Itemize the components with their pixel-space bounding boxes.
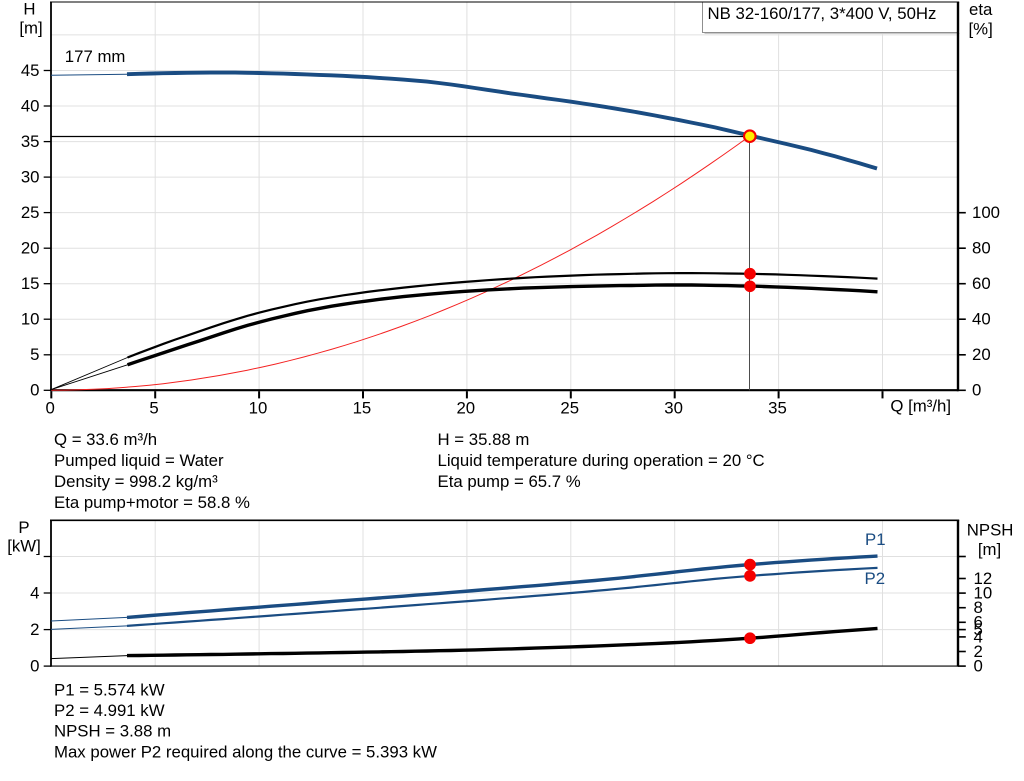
svg-text:Eta pump+motor = 58.8 %: Eta pump+motor = 58.8 %: [54, 493, 250, 512]
svg-text:H = 35.88 m: H = 35.88 m: [438, 430, 530, 449]
svg-text:20: 20: [21, 239, 40, 258]
svg-text:177 mm: 177 mm: [65, 47, 126, 66]
svg-text:12: 12: [974, 569, 993, 588]
svg-text:4: 4: [30, 583, 39, 602]
svg-text:8: 8: [974, 598, 983, 617]
svg-text:35: 35: [768, 399, 787, 418]
svg-text:5: 5: [149, 399, 158, 418]
svg-text:30: 30: [21, 168, 40, 187]
svg-text:[m]: [m]: [19, 19, 42, 38]
svg-text:80: 80: [972, 239, 991, 258]
svg-text:[kW]: [kW]: [7, 537, 41, 556]
svg-text:10: 10: [974, 584, 993, 603]
svg-text:4: 4: [974, 627, 983, 646]
svg-text:Q [m³/h]: Q [m³/h]: [890, 397, 951, 416]
svg-text:eta: eta: [969, 0, 993, 19]
svg-text:P2 = 4.991 kW: P2 = 4.991 kW: [54, 701, 165, 720]
svg-text:Max power P2 required along th: Max power P2 required along the curve = …: [54, 742, 437, 761]
svg-text:15: 15: [21, 274, 40, 293]
svg-text:10: 10: [21, 310, 40, 329]
svg-text:[%]: [%]: [969, 20, 993, 39]
svg-text:35: 35: [21, 132, 40, 151]
svg-text:15: 15: [353, 399, 372, 418]
svg-text:6: 6: [974, 613, 983, 632]
svg-text:Q = 33.6 m³/h: Q = 33.6 m³/h: [54, 430, 157, 449]
svg-text:5: 5: [974, 620, 983, 639]
svg-text:45: 45: [21, 61, 40, 80]
svg-text:25: 25: [560, 399, 579, 418]
svg-text:Density = 998.2 kg/m³: Density = 998.2 kg/m³: [54, 472, 218, 491]
svg-text:P1: P1: [865, 530, 886, 549]
svg-text:H: H: [23, 0, 35, 19]
svg-text:Liquid temperature during oper: Liquid temperature during operation = 20…: [438, 451, 765, 470]
svg-text:40: 40: [21, 96, 40, 115]
svg-text:0: 0: [30, 657, 39, 676]
svg-text:P1 = 5.574 kW: P1 = 5.574 kW: [54, 681, 165, 700]
svg-text:0: 0: [46, 399, 55, 418]
svg-text:0: 0: [974, 657, 983, 676]
svg-text:20: 20: [972, 345, 991, 364]
svg-text:30: 30: [664, 399, 683, 418]
svg-text:P: P: [18, 518, 29, 537]
svg-text:10: 10: [249, 399, 268, 418]
svg-text:2: 2: [974, 642, 983, 661]
svg-text:NB 32-160/177, 3*400 V, 50Hz: NB 32-160/177, 3*400 V, 50Hz: [708, 4, 937, 23]
svg-text:Pumped liquid = Water: Pumped liquid = Water: [54, 451, 224, 470]
svg-text:NPSH = 3.88 m: NPSH = 3.88 m: [54, 722, 171, 741]
svg-text:Eta pump = 65.7 %: Eta pump = 65.7 %: [438, 472, 581, 491]
svg-text:60: 60: [972, 274, 991, 293]
svg-text:[m]: [m]: [978, 540, 1001, 559]
svg-text:P2: P2: [865, 569, 886, 588]
svg-text:25: 25: [21, 203, 40, 222]
svg-text:NPSH: NPSH: [967, 520, 1014, 539]
svg-text:100: 100: [972, 203, 1000, 222]
svg-text:40: 40: [972, 310, 991, 329]
svg-text:20: 20: [456, 399, 475, 418]
svg-text:0: 0: [972, 381, 981, 400]
svg-text:0: 0: [30, 381, 39, 400]
svg-text:2: 2: [30, 620, 39, 639]
svg-text:5: 5: [30, 345, 39, 364]
